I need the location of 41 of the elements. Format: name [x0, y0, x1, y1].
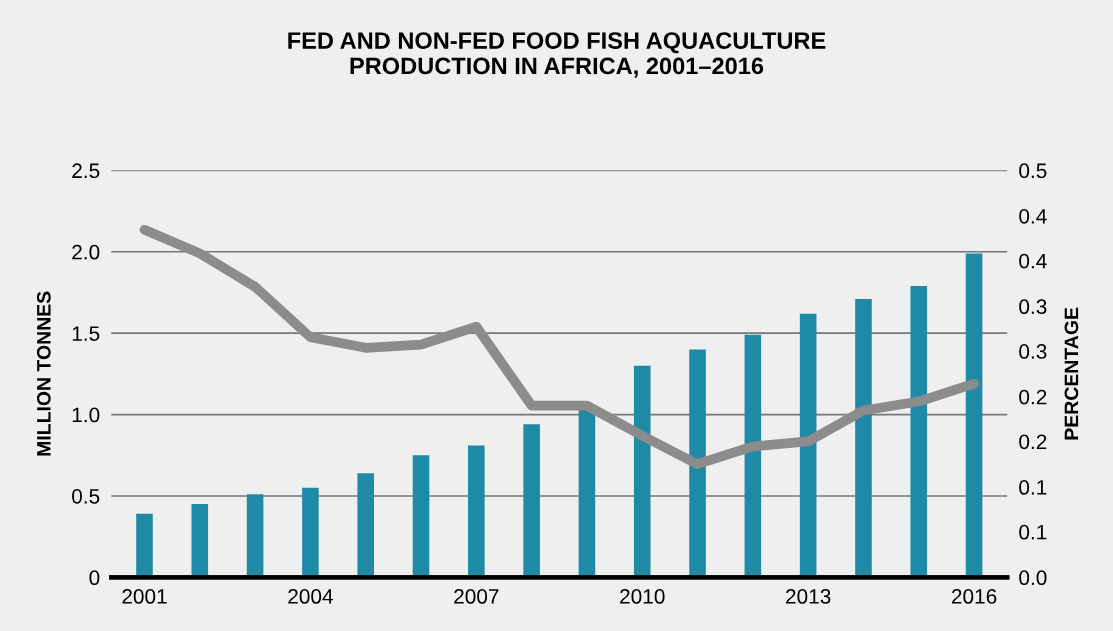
y2-tick-label: 0.4 — [1019, 208, 1047, 224]
bar — [910, 285, 928, 578]
y-tick-label: 0.5 — [72, 488, 100, 504]
bar — [965, 253, 983, 578]
bar — [689, 349, 706, 578]
bar — [302, 487, 319, 578]
bar — [191, 504, 209, 578]
y2-tick-label: 0.5 — [1019, 163, 1047, 179]
x-tick-label: 2007 — [454, 589, 499, 604]
y2-tick-label: 0.3 — [1019, 344, 1047, 359]
bar — [578, 409, 596, 578]
y2-tick-label: 0.3 — [1019, 299, 1047, 315]
x-tick-label: 2010 — [620, 589, 665, 604]
x-tick-label: 2001 — [122, 589, 167, 604]
bar — [468, 445, 485, 578]
y2-tick-label: 0.2 — [1019, 434, 1047, 450]
y2-tick-label: 0.0 — [1019, 570, 1047, 586]
x-tick-label: 2004 — [288, 589, 333, 604]
y-tick-label: 2.5 — [72, 163, 100, 179]
y2-tick-label: 0.4 — [1019, 253, 1047, 269]
x-tick-label: 2013 — [786, 589, 831, 604]
y-tick-label: 1.0 — [72, 407, 100, 423]
chart-title: FED AND NON-FED FOOD FISH AQUACULTURE PRODUCTION IN AFRICA, 2001–2016 — [288, 32, 826, 78]
y2-tick-label: 0.2 — [1019, 389, 1047, 405]
bar — [246, 494, 264, 578]
x-tick-label: 2016 — [951, 589, 997, 604]
y2-axis-title: PERCENTAGE — [1064, 307, 1079, 440]
y-tick-label: 2.0 — [72, 244, 100, 260]
bar — [855, 298, 872, 578]
y2-tick-label: 0.1 — [1019, 480, 1047, 495]
bar — [633, 365, 651, 578]
bar — [357, 473, 375, 578]
bar — [412, 455, 430, 578]
y-tick-label: 0 — [89, 570, 100, 586]
y-axis-title: MILLION TONNES — [36, 291, 51, 456]
y2-tick-label: 0.1 — [1019, 524, 1047, 540]
bar — [523, 424, 540, 578]
bar — [744, 334, 762, 578]
bar — [136, 513, 153, 578]
y-tick-label: 1.5 — [72, 326, 100, 341]
bar — [799, 313, 817, 578]
